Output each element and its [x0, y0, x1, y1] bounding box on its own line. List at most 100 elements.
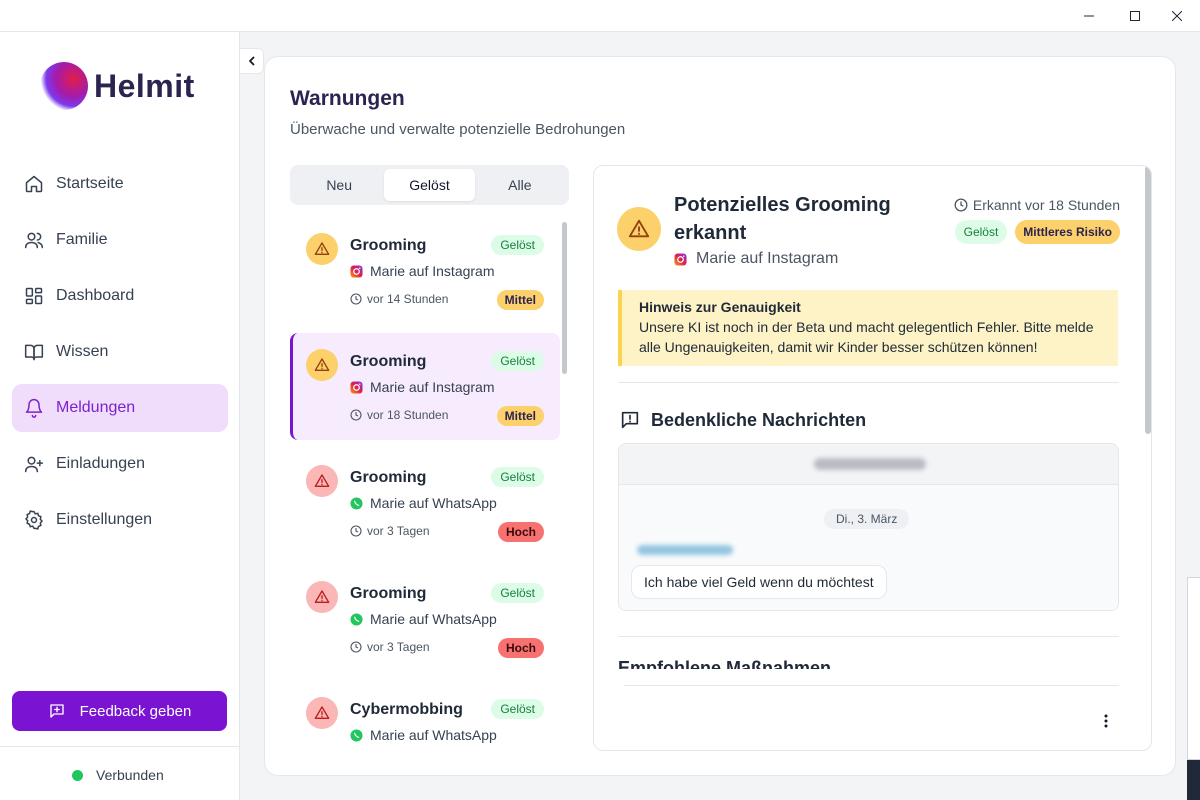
alert-title: Grooming [350, 353, 427, 370]
book-icon [24, 344, 44, 361]
main-nav: Startseite Familie Dashboard Wissen Meld… [12, 160, 228, 552]
chat-body: Di., 3. März Ich habe viel Geld wenn du … [619, 485, 1118, 610]
blurred-sender-name [637, 545, 733, 555]
gear-icon [24, 510, 44, 530]
alert-time: vor 18 Stunden [350, 408, 448, 422]
nav-item-wissen[interactable]: Wissen [12, 328, 228, 376]
minimize-icon [1084, 15, 1094, 17]
warning-icon [306, 581, 338, 613]
users-icon [24, 232, 44, 249]
status-label: Verbunden [96, 767, 164, 783]
clock-icon [954, 198, 968, 212]
divider [618, 382, 1119, 383]
tab-neu[interactable]: Neu [326, 177, 352, 193]
nav-item-startseite[interactable]: Startseite [12, 160, 228, 208]
detail-source: Marie auf Instagram [674, 250, 838, 268]
warning-icon [306, 349, 338, 381]
alert-title: Grooming [350, 585, 427, 602]
severity-badge: Mittel [496, 406, 544, 426]
accuracy-notice: Hinweis zur Genauigkeit Unsere KI ist no… [618, 290, 1118, 366]
nav-item-familie[interactable]: Familie [12, 216, 228, 264]
more-options-button[interactable] [1094, 709, 1118, 733]
detected-time: Erkannt vor 18 Stunden [954, 197, 1120, 213]
alerts-card: Warnungen Überwache und verwalte potenzi… [264, 56, 1176, 776]
status-badge: Gelöst [491, 467, 544, 487]
instagram-icon [350, 380, 363, 394]
detail-scrollbar[interactable] [1145, 166, 1151, 434]
detail-badges: Gelöst Mittleres Risiko [954, 220, 1120, 244]
connection-status: Verbunden [72, 767, 164, 783]
chat-preview: Di., 3. März Ich habe viel Geld wenn du … [618, 443, 1119, 611]
warning-icon [306, 465, 338, 497]
page-subtitle: Überwache und verwalte potenzielle Bedro… [290, 121, 626, 138]
clock-icon [350, 641, 362, 653]
chevron-left-icon [248, 56, 254, 66]
logo-mark [40, 62, 88, 110]
clock-icon [350, 525, 362, 537]
alert-title: Cybermobbing [350, 701, 463, 718]
close-icon [1172, 11, 1182, 21]
message-alert-icon [621, 411, 639, 429]
alert-time: vor 3 Tagen [350, 524, 430, 538]
user-plus-icon [24, 456, 44, 473]
notice-title: Hinweis zur Genauigkeit [639, 299, 801, 315]
alert-source: Marie auf WhatsApp [350, 495, 497, 511]
feedback-button[interactable]: Feedback geben [12, 691, 227, 731]
nav-item-dashboard[interactable]: Dashboard [12, 272, 228, 320]
nav-item-einstellungen[interactable]: Einstellungen [12, 496, 228, 544]
alert-source: Marie auf Instagram [350, 379, 495, 395]
alert-list-item-selected[interactable]: Grooming Gelöst Marie auf Instagram vor … [290, 333, 560, 440]
status-badge: Gelöst [954, 220, 1008, 244]
tab-alle[interactable]: Alle [508, 177, 532, 193]
instagram-icon [674, 252, 687, 266]
status-badge: Gelöst [491, 699, 544, 719]
divider [624, 685, 1119, 686]
nav-item-einladungen[interactable]: Einladungen [12, 440, 228, 488]
alert-time-label: vor 14 Stunden [367, 292, 449, 306]
clock-icon [350, 409, 362, 421]
alert-list: Grooming Gelöst Marie auf Instagram vor … [290, 217, 560, 775]
messages-heading: Bedenkliche Nachrichten [619, 409, 866, 431]
alert-source: Marie auf Instagram [350, 263, 495, 279]
status-badge: Gelöst [491, 235, 544, 255]
tab-geloest[interactable]: Gelöst [384, 169, 475, 201]
close-button[interactable] [1154, 0, 1200, 32]
list-scrollbar[interactable] [562, 222, 567, 374]
filter-tabs: Neu Gelöst Alle [290, 165, 569, 205]
bell-icon [25, 398, 43, 418]
alert-list-item[interactable]: Grooming Gelöst Marie auf WhatsApp vor 3… [290, 565, 560, 672]
status-badge: Gelöst [491, 583, 544, 603]
status-dot [72, 769, 83, 781]
nav-label: Einstellungen [56, 511, 153, 528]
messages-heading-label: Bedenkliche Nachrichten [651, 409, 867, 430]
message-plus-icon [49, 704, 64, 718]
alert-detail-panel: Potenzielles Grooming erkannt Marie auf … [593, 165, 1152, 751]
collapse-sidebar-button[interactable] [240, 48, 264, 74]
maximize-icon [1130, 11, 1140, 21]
notice-text: Unsere KI ist noch in der Beta und macht… [639, 319, 1094, 355]
alert-list-item[interactable]: Cybermobbing Gelöst Marie auf WhatsApp [290, 681, 560, 775]
severity-badge: Mittel [496, 290, 544, 310]
alert-list-item[interactable]: Grooming Gelöst Marie auf WhatsApp vor 3… [290, 449, 560, 556]
brand-name: Helmit [94, 67, 195, 104]
alert-time: vor 3 Tagen [350, 640, 430, 654]
warning-icon [617, 207, 661, 251]
logo[interactable]: Helmit [40, 62, 195, 110]
more-vertical-icon [1104, 714, 1108, 728]
feedback-label: Feedback geben [79, 702, 192, 720]
instagram-icon [350, 264, 363, 278]
maximize-button[interactable] [1112, 0, 1158, 32]
chat-message: Ich habe viel Geld wenn du möchtest [631, 565, 887, 599]
sidebar: Helmit Startseite Familie Dashboard Wiss… [0, 32, 240, 800]
detail-source-label: Marie auf Instagram [696, 250, 839, 267]
alert-source-label: Marie auf WhatsApp [370, 495, 497, 511]
alert-time-label: vor 3 Tagen [367, 640, 430, 654]
nav-label: Startseite [56, 175, 124, 192]
minimize-button[interactable] [1066, 0, 1112, 32]
alert-time-label: vor 3 Tagen [367, 524, 430, 538]
nav-item-meldungen[interactable]: Meldungen [12, 384, 228, 432]
alert-list-item[interactable]: Grooming Gelöst Marie auf Instagram vor … [290, 217, 560, 324]
title-bar [0, 0, 1200, 32]
alert-title: Grooming [350, 469, 427, 486]
detail-title: Potenzielles Grooming erkannt [674, 194, 891, 244]
